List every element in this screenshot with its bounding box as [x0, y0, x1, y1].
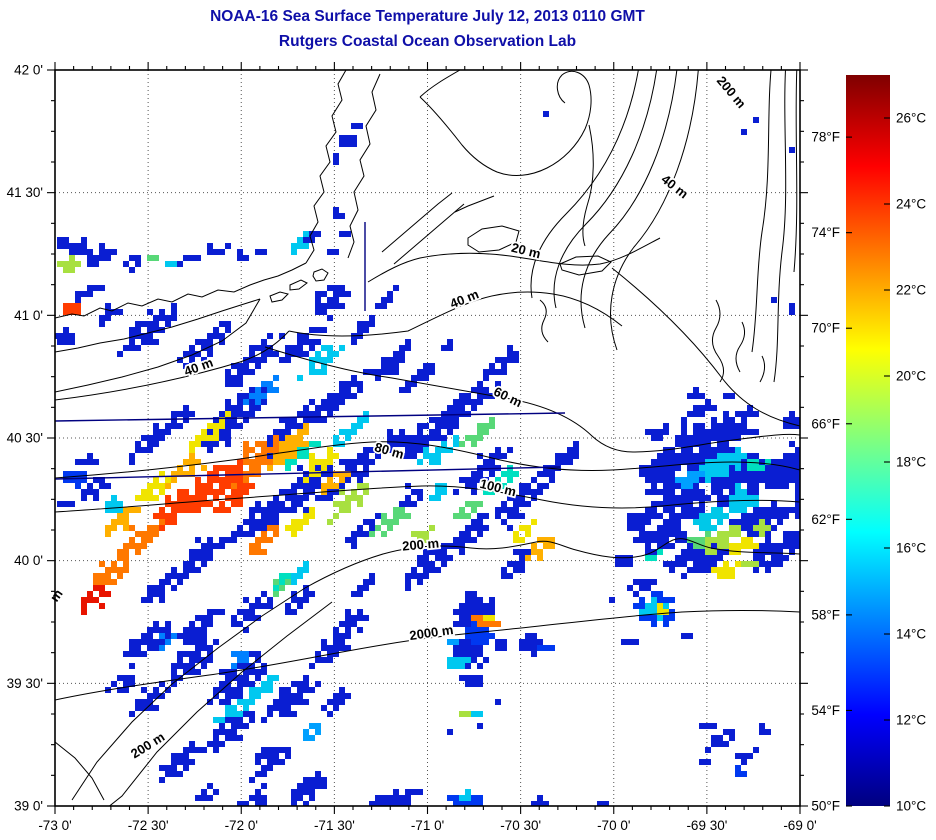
bathymetry-contour [735, 321, 746, 373]
colorbar-fahrenheit-label: 74°F [811, 225, 840, 240]
bathymetry-contour [312, 268, 329, 282]
y-tick-label: 41 0' [14, 308, 43, 323]
transect-line [55, 466, 561, 480]
bathymetry-contour [381, 192, 453, 253]
colorbar-celsius-label: 12°C [896, 713, 926, 728]
bathymetry-contour [611, 267, 800, 427]
y-tick-label: 39 0' [14, 799, 43, 814]
transect-lines [55, 222, 566, 480]
contour-depth-label: 40 m [182, 355, 215, 379]
colorbar-celsius-label: 14°C [896, 627, 926, 642]
bathymetry-contour [454, 195, 495, 213]
bathymetry-contour [419, 70, 461, 98]
y-tick-label: 41 30' [7, 185, 43, 200]
bathymetry-contour [55, 610, 800, 701]
colorbar-fahrenheit-label: 50°F [811, 799, 840, 814]
colorbar-celsius-label: 16°C [896, 541, 926, 556]
colorbar-fahrenheit-label: 66°F [811, 416, 840, 431]
sst-pixel-layer [55, 111, 800, 806]
bathymetry-contour [305, 70, 347, 264]
colorbar-fahrenheit-label: 78°F [811, 130, 840, 145]
bathymetry-contour [559, 255, 612, 276]
contour-depth-label: 60 m [491, 384, 524, 410]
x-tick-label: -70 0' [597, 818, 630, 833]
y-tick-label: 40 30' [7, 431, 43, 446]
y-tick-label: 40 0' [14, 553, 43, 568]
bathymetry-contour [712, 299, 724, 383]
bathymetry-contour [289, 279, 308, 291]
bathymetry-contours [55, 70, 800, 806]
colorbar-ticks: 26°C 24°C 22°C 20°C 18°C 16°C 14°C 12°C 10°C 78°F… [811, 111, 926, 814]
colorbar-celsius-label: 26°C [896, 111, 926, 126]
bathymetry-contour [553, 70, 658, 309]
x-tick-label: -69 0' [783, 818, 816, 833]
bathymetry-contour [580, 70, 678, 329]
bathymetry-contour [347, 73, 381, 259]
bathymetry-contour [55, 330, 290, 401]
contour-depth-label: m [47, 586, 66, 604]
bathymetry-contour [759, 355, 766, 383]
bathymetry-contour [55, 262, 307, 319]
colorbar-celsius-label: 24°C [896, 197, 926, 212]
colorbar-fahrenheit-label: 62°F [811, 512, 840, 527]
colorbar-celsius-label: 22°C [896, 283, 926, 298]
bathymetry-contour [108, 601, 333, 806]
figure-title: NOAA-16 Sea Surface Temperature July 12,… [210, 8, 645, 25]
bathymetry-contour [264, 346, 800, 453]
bathymetry-contour [751, 70, 772, 353]
bathymetry-contour [269, 291, 289, 303]
figure-subtitle: Rutgers Coastal Ocean Observation Lab [278, 33, 577, 50]
bathymetry-contour [367, 237, 661, 283]
bathymetry-contour [55, 298, 261, 353]
colorbar-celsius-label: 18°C [896, 455, 926, 470]
bathymetry-contour [773, 70, 787, 383]
contour-depth-label: 40 m [658, 171, 691, 201]
bathymetry-contour [288, 291, 623, 337]
colorbar-fahrenheit-label: 58°F [811, 607, 840, 622]
bathymetry-contour [419, 70, 592, 176]
colorbar-celsius-label: 10°C [896, 799, 926, 814]
bathymetry-contour [55, 485, 800, 513]
contour-depth-label: 40 m [448, 286, 481, 311]
bathymetry-contour [539, 299, 549, 343]
contour-depth-label: 200 m [128, 729, 167, 761]
bathymetry-contour [55, 741, 105, 801]
y-axis-labels: 42 0' 41 30' 41 0' 40 30' 40 0' 39 30' 39 0' [7, 63, 43, 814]
x-tick-label: -71 0' [411, 818, 444, 833]
bathymetry-contour [610, 70, 699, 351]
contour-depth-label: 200 m [402, 535, 440, 553]
contour-depth-label: 20 m [510, 240, 542, 262]
x-tick-label: -73 0' [38, 818, 71, 833]
colorbar-celsius-label: 20°C [896, 369, 926, 384]
x-axis-labels: -73 0' -72 30' -72 0' -71 30' -71 0' -70 30' -… [38, 818, 816, 833]
bathymetry-contour [467, 225, 520, 253]
bathymetry-contour [55, 298, 261, 393]
contour-depth-label: 200 m [714, 73, 749, 111]
bathymetry-contour [55, 441, 800, 479]
axis-ticks [47, 62, 808, 814]
bathymetry-contour [530, 70, 639, 299]
y-tick-label: 39 30' [7, 676, 43, 691]
colorbar-fahrenheit-label: 70°F [811, 321, 840, 336]
y-tick-label: 42 0' [14, 63, 43, 78]
x-tick-label: -69 30' [686, 818, 727, 833]
bathymetry-contour [793, 70, 798, 273]
bathymetry-contour [393, 203, 465, 265]
x-tick-label: -72 0' [225, 818, 258, 833]
x-tick-label: -70 30' [500, 818, 541, 833]
bathymetry-contour [71, 587, 306, 801]
bathymetry-contour [304, 538, 800, 589]
x-tick-label: -71 30' [314, 818, 355, 833]
transect-line [55, 412, 566, 422]
x-tick-label: -72 30' [128, 818, 169, 833]
bathymetry-contour [582, 124, 594, 247]
colorbar-fahrenheit-label: 54°F [811, 703, 840, 718]
colorbar [846, 75, 890, 806]
